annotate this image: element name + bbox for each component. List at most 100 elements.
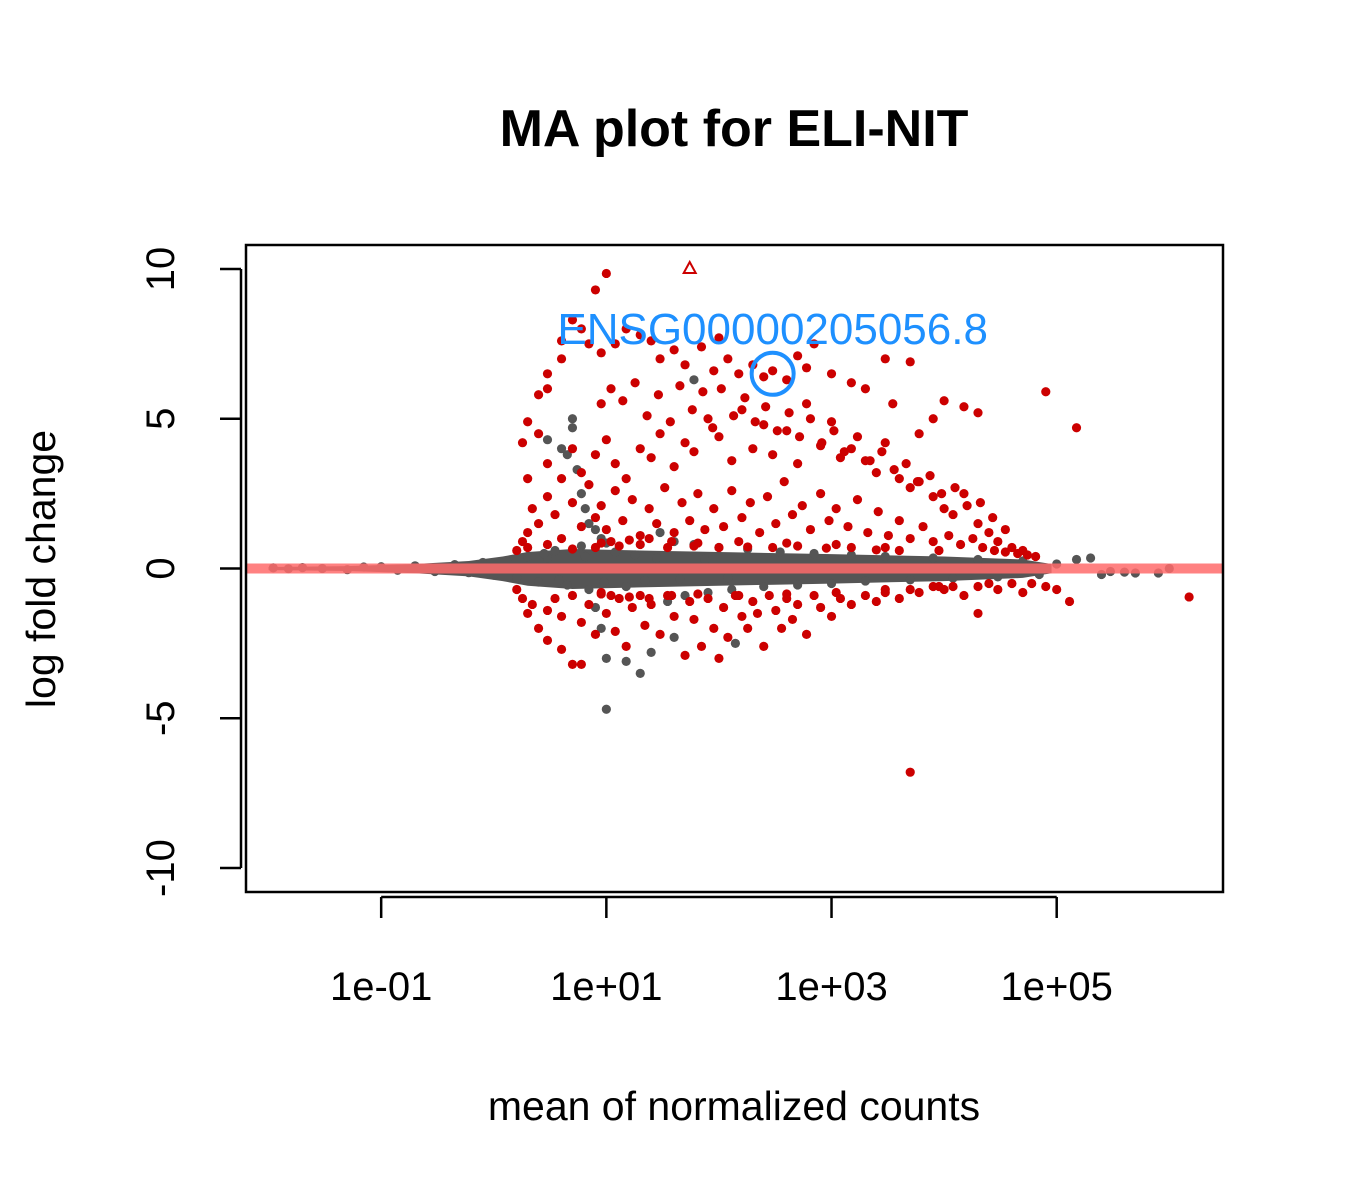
significant-point <box>955 539 966 550</box>
y-axis-label: log fold change <box>18 430 64 708</box>
significant-point <box>635 539 645 550</box>
non-significant-point <box>550 545 560 556</box>
significant-point <box>718 521 729 532</box>
significant-point <box>880 354 890 364</box>
non-significant-point <box>523 551 533 562</box>
significant-point <box>905 533 915 544</box>
significant-point <box>700 524 710 535</box>
significant-point <box>512 545 522 556</box>
y-tick-label: 0 <box>139 557 183 579</box>
significant-point <box>805 524 816 535</box>
y-tick-label: -5 <box>139 700 183 736</box>
non-significant-point <box>601 704 611 714</box>
significant-point <box>772 426 782 436</box>
significant-point <box>745 498 755 508</box>
significant-point <box>826 369 837 379</box>
significant-point <box>627 495 637 505</box>
significant-point <box>1000 524 1010 535</box>
significant-point <box>696 342 707 352</box>
non-significant-point <box>533 577 544 587</box>
significant-point <box>1027 578 1037 589</box>
significant-point <box>584 480 594 490</box>
significant-point <box>784 408 794 418</box>
x-tick-label: 1e+03 <box>775 965 887 1009</box>
significant-point <box>512 584 522 595</box>
significant-point <box>590 512 601 523</box>
significant-point <box>584 599 594 610</box>
significant-point <box>709 503 719 514</box>
significant-point <box>680 650 690 660</box>
significant-point <box>948 509 958 520</box>
significant-point <box>793 351 803 361</box>
significant-point <box>709 623 719 634</box>
significant-point <box>655 629 665 639</box>
significant-point <box>755 527 765 538</box>
significant-point <box>576 659 586 669</box>
significant-point <box>928 414 938 424</box>
significant-point <box>846 378 856 388</box>
significant-point <box>621 474 631 484</box>
significant-point <box>740 393 750 403</box>
significant-point <box>776 623 787 634</box>
x-tick-label: 1e-01 <box>330 965 432 1009</box>
significant-point <box>752 608 763 619</box>
y-tick-label: 5 <box>139 408 183 430</box>
significant-point <box>871 468 881 478</box>
significant-point <box>542 635 553 645</box>
significant-point <box>846 599 856 610</box>
significant-point <box>567 659 578 669</box>
significant-point <box>644 533 654 544</box>
significant-point <box>576 324 586 334</box>
significant-point <box>880 542 890 553</box>
significant-point <box>614 541 624 551</box>
non-significant-point <box>846 550 856 560</box>
non-significant-point <box>809 548 819 559</box>
significant-point <box>542 539 553 550</box>
significant-point <box>816 489 826 499</box>
significant-point <box>973 518 983 529</box>
significant-point <box>809 339 819 349</box>
significant-point <box>1007 578 1017 589</box>
significant-point <box>846 444 856 454</box>
significant-point <box>871 596 881 607</box>
non-significant-point <box>630 550 640 560</box>
significant-point <box>782 589 792 599</box>
significant-point <box>646 336 656 346</box>
significant-point <box>596 538 606 548</box>
y-axis: -10 -5 0 5 10 <box>139 247 243 897</box>
significant-point <box>939 503 949 514</box>
significant-point <box>914 429 924 439</box>
significant-point <box>816 602 826 613</box>
significant-point <box>703 414 713 424</box>
significant-point <box>542 384 553 394</box>
significant-point <box>734 369 744 379</box>
significant-point <box>596 399 606 409</box>
significant-point <box>576 521 586 532</box>
significant-point <box>618 515 628 526</box>
significant-point <box>606 590 616 601</box>
significant-point <box>601 524 611 535</box>
significant-point <box>984 578 994 589</box>
significant-point <box>787 509 798 520</box>
significant-point <box>567 544 578 554</box>
significant-point <box>621 641 631 651</box>
significant-point <box>824 515 834 526</box>
significant-point <box>727 486 737 496</box>
significant-point <box>596 348 606 358</box>
non-significant-point <box>775 547 785 557</box>
significant-point <box>533 623 544 634</box>
non-significant-point <box>584 518 594 529</box>
significant-point <box>959 590 969 601</box>
significant-point <box>590 285 601 295</box>
significant-point <box>675 381 685 391</box>
significant-point <box>635 590 645 601</box>
significant-point <box>975 498 985 508</box>
significant-point <box>764 590 774 601</box>
significant-point <box>894 515 904 526</box>
non-significant-point <box>601 653 611 663</box>
significant-point <box>644 593 654 604</box>
highlight-label: ENSG00000205056.8 <box>557 305 988 354</box>
significant-point <box>680 360 690 370</box>
significant-point <box>962 500 972 511</box>
significant-point <box>877 447 887 457</box>
